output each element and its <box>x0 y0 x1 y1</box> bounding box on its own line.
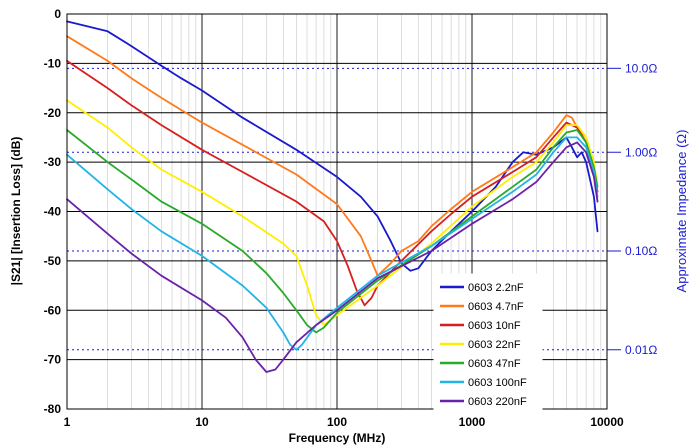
impedance-tick-label: 10.0Ω <box>625 61 657 75</box>
series-line <box>66 129 599 334</box>
x-tick-label: 100 <box>327 415 347 429</box>
plot-area-border <box>66 13 608 410</box>
legend-label: 0603 100nF <box>468 377 527 389</box>
y-tick-label: -10 <box>44 56 62 70</box>
legend-label: 0603 4.7nF <box>468 301 524 313</box>
x-tick-label: 1 <box>64 415 71 429</box>
impedance-axis-title: Approximate Impedance (Ω) <box>674 130 689 293</box>
legend: 0603 2.2nF 0603 4.7nF 0603 10nF 0603 22nF 06… <box>433 273 543 416</box>
impedance-axis-labels: 10.0Ω 1.00Ω 0.10Ω 0.01Ω <box>625 61 657 356</box>
x-axis-ticks: 1 10 100 1000 10000 <box>64 415 624 429</box>
x-tick-label: 10000 <box>590 415 624 429</box>
series-line <box>66 141 599 373</box>
legend-label: 0603 10nF <box>468 320 521 332</box>
series-lines <box>66 20 599 373</box>
y-tick-label: -20 <box>44 106 62 120</box>
impedance-tick-label: 1.00Ω <box>625 145 657 159</box>
y-tick-label: -70 <box>44 353 62 367</box>
y-tick-label: 0 <box>54 7 61 21</box>
legend-label: 0603 47nF <box>468 358 521 370</box>
x-tick-label: 1000 <box>459 415 486 429</box>
x-tick-label: 10 <box>195 415 209 429</box>
y-axis-ticks: 0 -10 -20 -30 -40 -50 -60 -70 -80 <box>44 7 62 416</box>
legend-label: 0603 220nF <box>468 396 527 408</box>
y-tick-label: -60 <box>44 303 62 317</box>
legend-label: 0603 2.2nF <box>468 282 524 294</box>
series-line <box>66 99 599 326</box>
y-axis-title: |S21| [Insertion Loss] (dB) <box>9 137 23 286</box>
impedance-tick-label: 0.10Ω <box>625 244 657 258</box>
legend-label: 0603 22nF <box>468 339 521 351</box>
series-line <box>66 35 599 277</box>
y-tick-label: -80 <box>44 402 62 416</box>
y-tick-label: -50 <box>44 254 62 268</box>
series-line <box>66 20 599 272</box>
series-line <box>66 60 599 307</box>
x-axis-title: Frequency (MHz) <box>289 431 386 445</box>
y-tick-label: -40 <box>44 205 62 219</box>
impedance-tick-label: 0.01Ω <box>625 343 657 357</box>
series-line <box>66 136 599 351</box>
y-tick-label: -30 <box>44 155 62 169</box>
